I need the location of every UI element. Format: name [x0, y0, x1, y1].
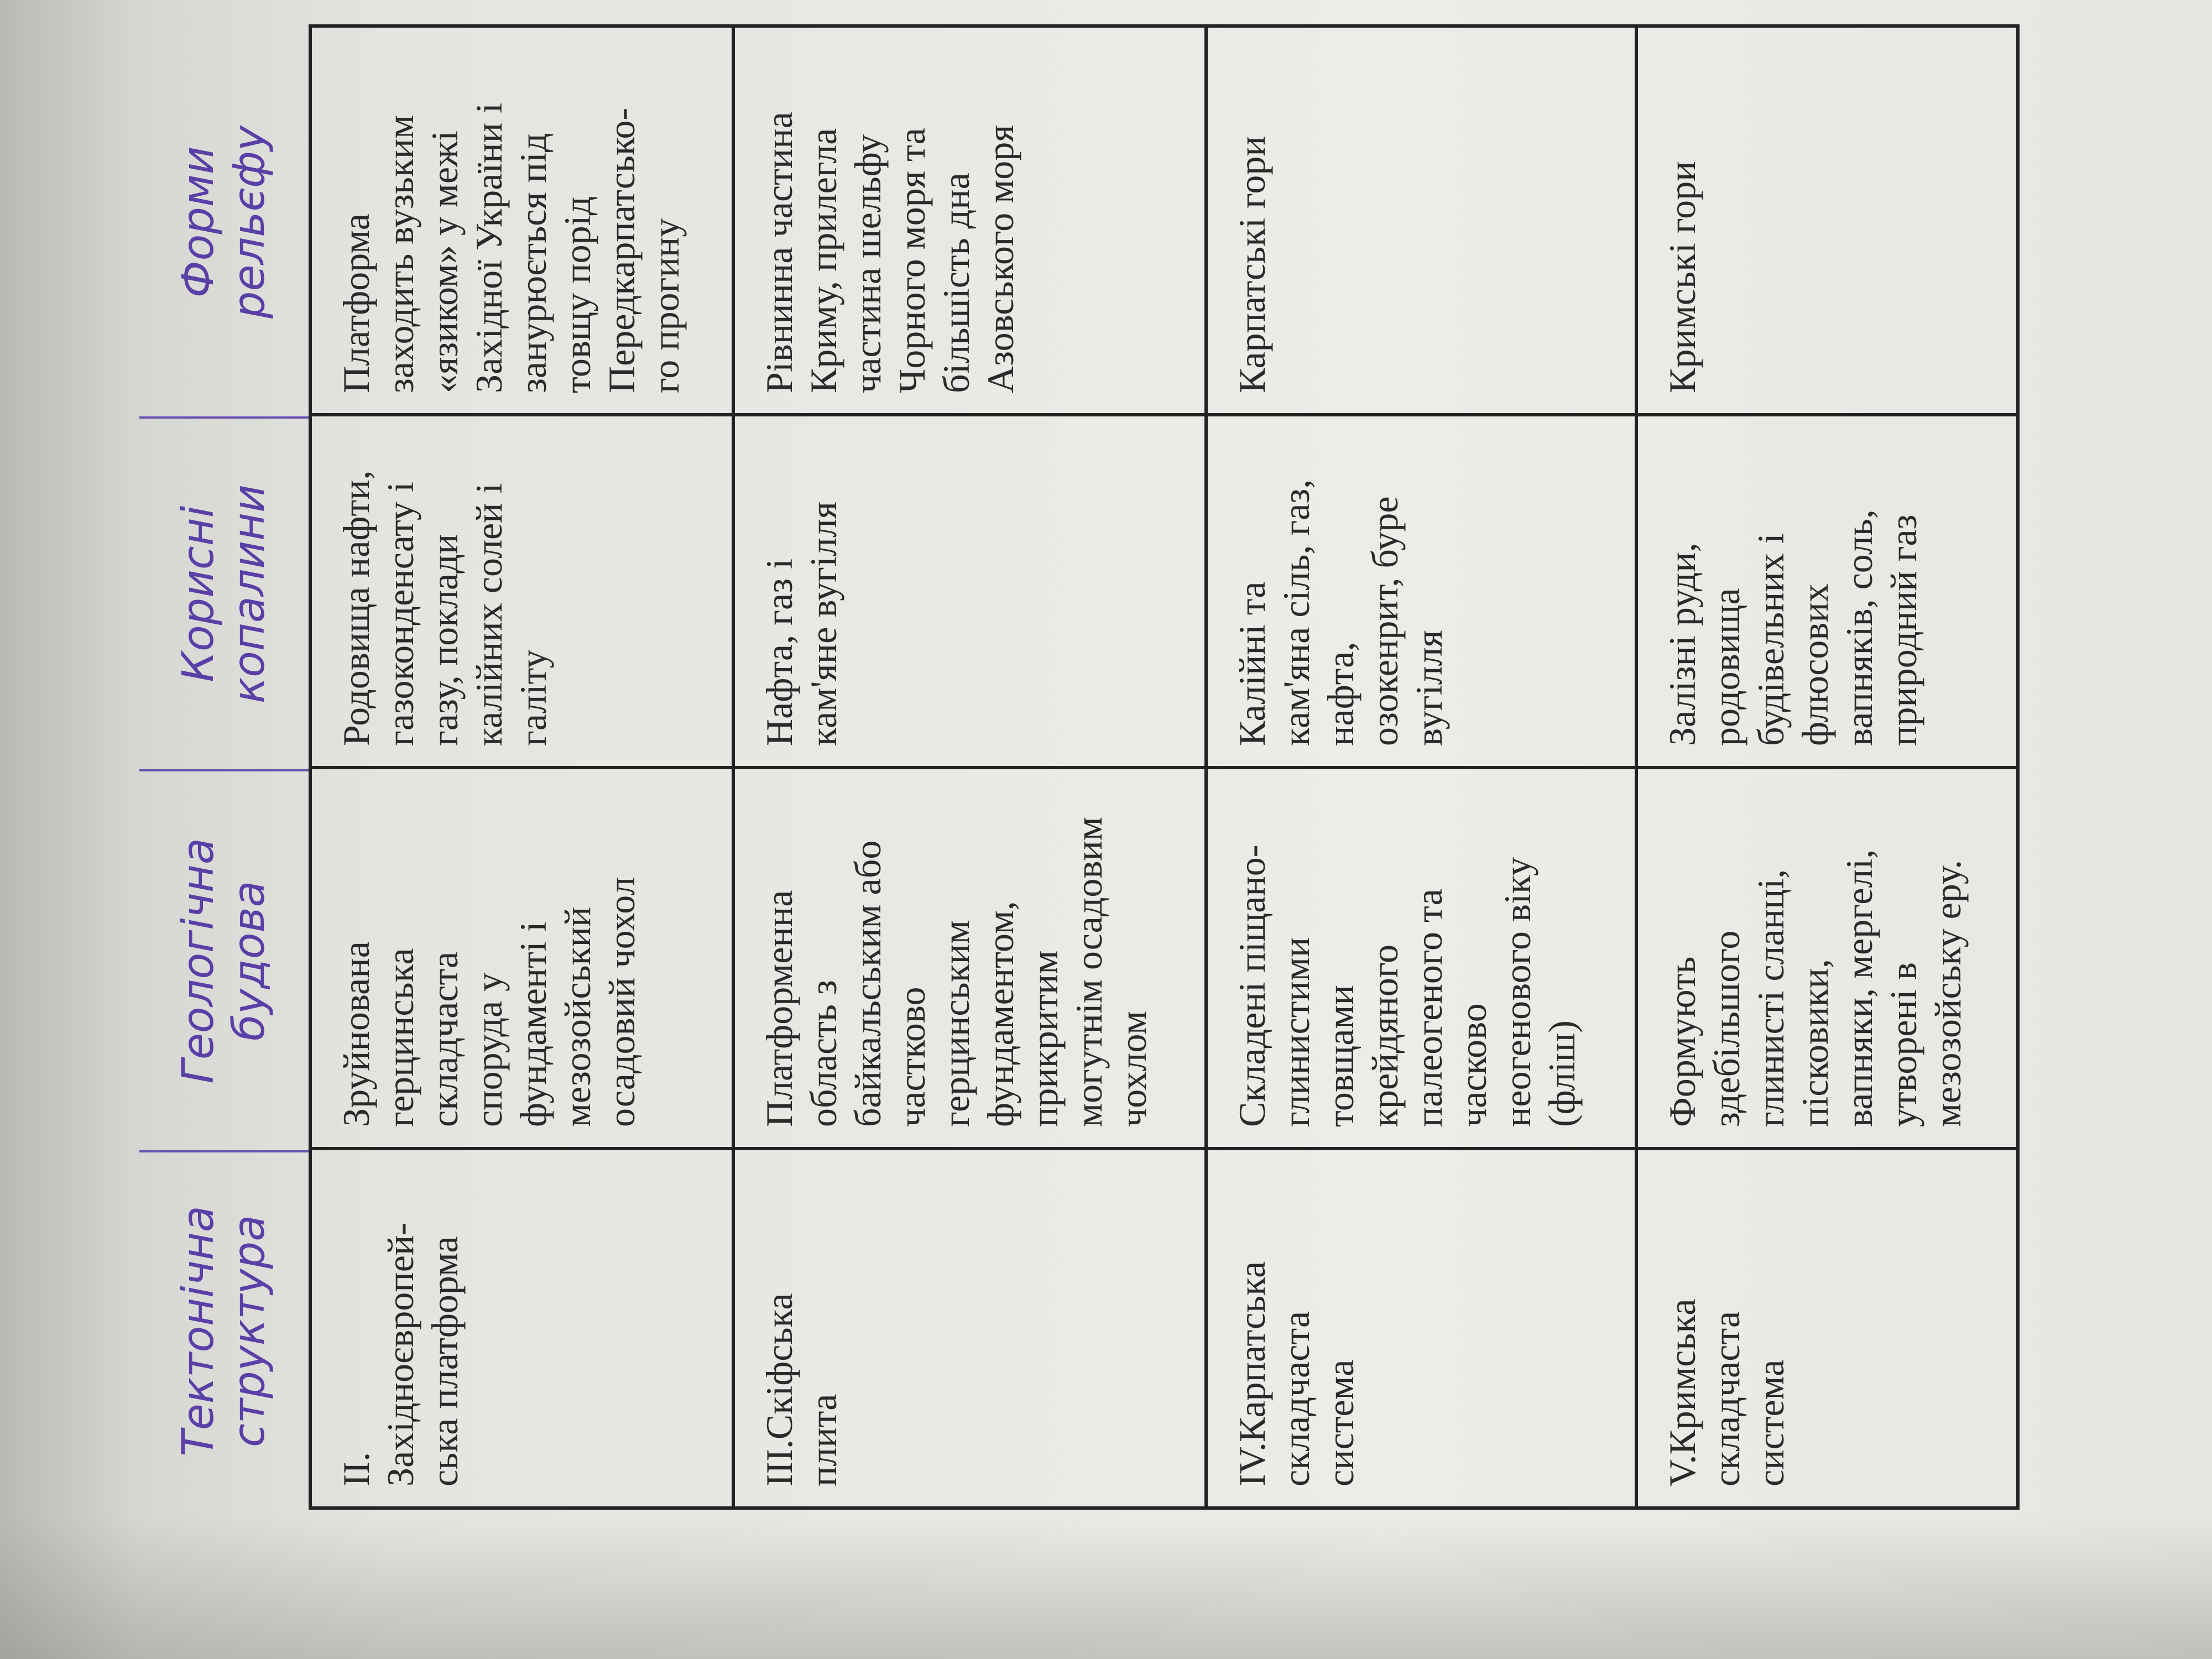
handwritten-header-row: Тектонічна структура Геологічна будова К…: [139, 28, 309, 1510]
cell-minerals: Родовища нафти, газоконденсату і газу, п…: [310, 415, 733, 768]
page-shadow: [0, 1515, 2212, 1659]
cell-geology: Формують здебільшого глинисті сланці, пі…: [1636, 768, 2018, 1149]
cell-geology: Платформенна область з байкальським або …: [733, 768, 1206, 1149]
cell-structure: ІІІ.Скіфська плита: [733, 1149, 1206, 1508]
cell-geology: Зруйнована герцинська складчаста споруда…: [310, 768, 733, 1149]
cell-relief: Рівнинна частина Криму, прилегла частина…: [733, 26, 1206, 415]
cell-relief: Карпатські гори: [1206, 26, 1636, 415]
table-row: ІІ. Західноєвропей- ська платформа Зруйн…: [310, 26, 733, 1508]
table-row: ІІІ.Скіфська плита Платформенна область …: [733, 26, 1206, 1508]
worksheet: Тектонічна структура Геологічна будова К…: [139, 26, 2020, 1510]
cell-structure: ІІ. Західноєвропей- ська платформа: [310, 1149, 733, 1508]
table-row: IV.Карпатська складчаста система Складен…: [1206, 26, 1636, 1508]
table-row: V.Кримська складчаста система Формують з…: [1636, 26, 2018, 1508]
header-relief: Форми рельєфу: [174, 126, 274, 319]
cell-geology: Складені піщано- глинистими товщами крей…: [1206, 768, 1636, 1149]
cell-minerals: Залізні руди, родовища будівельних і флю…: [1636, 415, 2018, 768]
cell-structure: IV.Карпатська складчаста система: [1206, 1149, 1636, 1508]
cell-relief: Кримські гори: [1636, 26, 2018, 415]
cell-structure: V.Кримська складчаста система: [1636, 1149, 2018, 1508]
tectonic-table: ІІ. Західноєвропей- ська платформа Зруйн…: [309, 24, 2020, 1510]
cell-minerals: Нафта, газ і кам'яне вугілля: [733, 415, 1206, 768]
cell-minerals: Калійні та кам'яна сіль, газ, нафта, озо…: [1206, 415, 1636, 768]
header-tectonic-structure: Тектонічна структура: [139, 1150, 309, 1510]
cell-relief: Платформа заходить вузьким «язиком» у ме…: [310, 26, 733, 415]
header-geology: Геологічна будова: [139, 769, 309, 1150]
header-minerals: Корисні копалини: [139, 416, 309, 769]
